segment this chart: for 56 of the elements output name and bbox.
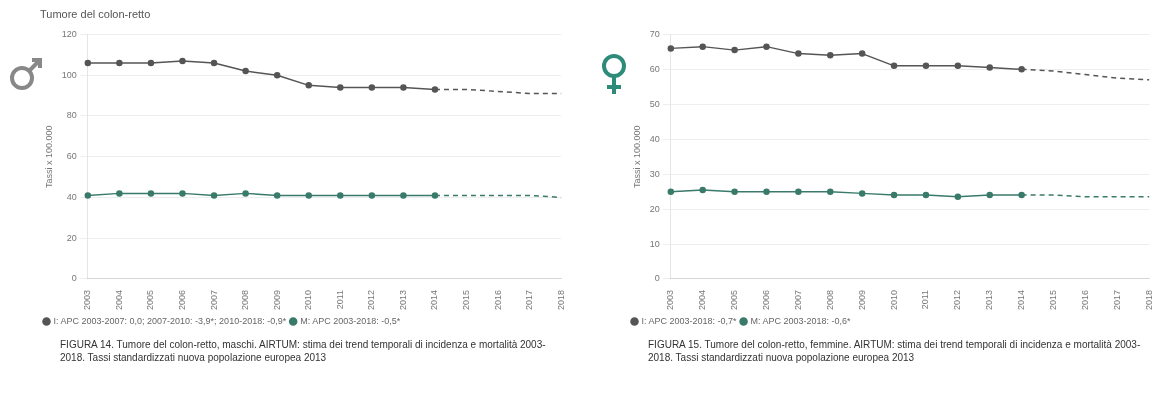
x-tick-label: 2012 [952, 289, 963, 311]
y-axis-title: Tassi x 100.000 [631, 125, 642, 188]
y-tick-label: 10 [649, 238, 660, 249]
y-tick-label: 20 [66, 232, 77, 243]
text: FIGURA 15. Tumore del colon-retto, femmine. AIRTUM: stima dei trend temporali di incidenza e mortalità 2003-2018. Tassi standardizzati nuova popolazione europea 2013 [648, 338, 1142, 364]
x-tick-label: 2003 [665, 289, 676, 311]
y-tick-label: 80 [66, 110, 77, 121]
x-tick-label: 2005 [145, 289, 156, 311]
y-tick-label: 100 [61, 69, 77, 80]
x-tick-label: 2004 [697, 289, 708, 311]
x-tick-label: 2017 [524, 289, 535, 311]
legend-label: M: APC 2003-2018: -0,5* [300, 315, 401, 326]
x-tick-label: 2018 [1143, 289, 1154, 311]
x-tick-label: 2018 [555, 289, 566, 311]
x-tick-label: 2013 [397, 289, 408, 311]
x-tick-label: 2010 [888, 289, 899, 311]
x-tick-label: 2013 [984, 289, 995, 311]
x-tick-label: 2009 [856, 289, 867, 311]
x-tick-label: 2003 [82, 289, 93, 311]
y-tick-label: 0 [654, 273, 660, 284]
x-tick-label: 2015 [461, 289, 472, 311]
x-tick-label: 2005 [729, 289, 740, 311]
y-tick-label: 40 [66, 191, 77, 202]
x-tick-label: 2006 [760, 289, 771, 311]
x-tick-label: 2007 [208, 289, 219, 311]
legend-label: I: APC 2003-2007: 0,0; 2007-2010: -3,9*; 2010-2018: -0,9* [53, 315, 287, 326]
y-axis-title: Tassi x 100.000 [43, 125, 54, 188]
y-tick-label: 70 [649, 28, 660, 39]
x-tick-label: 2007 [792, 289, 803, 311]
x-tick-label: 2015 [1048, 289, 1059, 311]
x-tick-label: 2016 [492, 289, 503, 311]
x-tick-label: 2009 [271, 289, 282, 311]
x-tick-label: 2012 [366, 289, 377, 311]
x-tick-label: 2006 [176, 289, 187, 311]
x-tick-label: 2014 [1016, 289, 1027, 311]
legend-label: M: APC 2003-2018: -0,6* [750, 315, 852, 326]
text: FIGURA 14. Tumore del colon-retto, maschi. AIRTUM: stima dei trend temporali di incidenza e mortalità 2003-2018. Tassi standardizzati nuova popolazione europea 2013 [60, 338, 547, 364]
y-tick-label: 60 [649, 63, 660, 74]
x-tick-label: 2010 [303, 289, 314, 311]
x-tick-label: 2008 [824, 289, 835, 311]
y-tick-label: 40 [649, 133, 660, 144]
x-tick-label: 2017 [1111, 289, 1122, 311]
y-tick-label: 30 [649, 168, 660, 179]
x-tick-label: 2011 [920, 289, 931, 310]
x-tick-label: 2016 [1079, 289, 1090, 311]
y-tick-label: 60 [66, 151, 77, 162]
y-tick-label: 0 [71, 273, 77, 284]
x-tick-label: 2011 [334, 289, 345, 310]
chart-title: Tumore del colon-retto [40, 8, 151, 20]
x-tick-label: 2004 [113, 289, 124, 311]
y-tick-label: 20 [649, 203, 660, 214]
x-tick-label: 2008 [240, 289, 251, 311]
y-tick-label: 120 [61, 28, 77, 39]
legend-label: I: APC 2003-2018: -0,7* [641, 315, 738, 326]
x-tick-label: 2014 [429, 289, 440, 311]
y-tick-label: 50 [649, 98, 660, 109]
